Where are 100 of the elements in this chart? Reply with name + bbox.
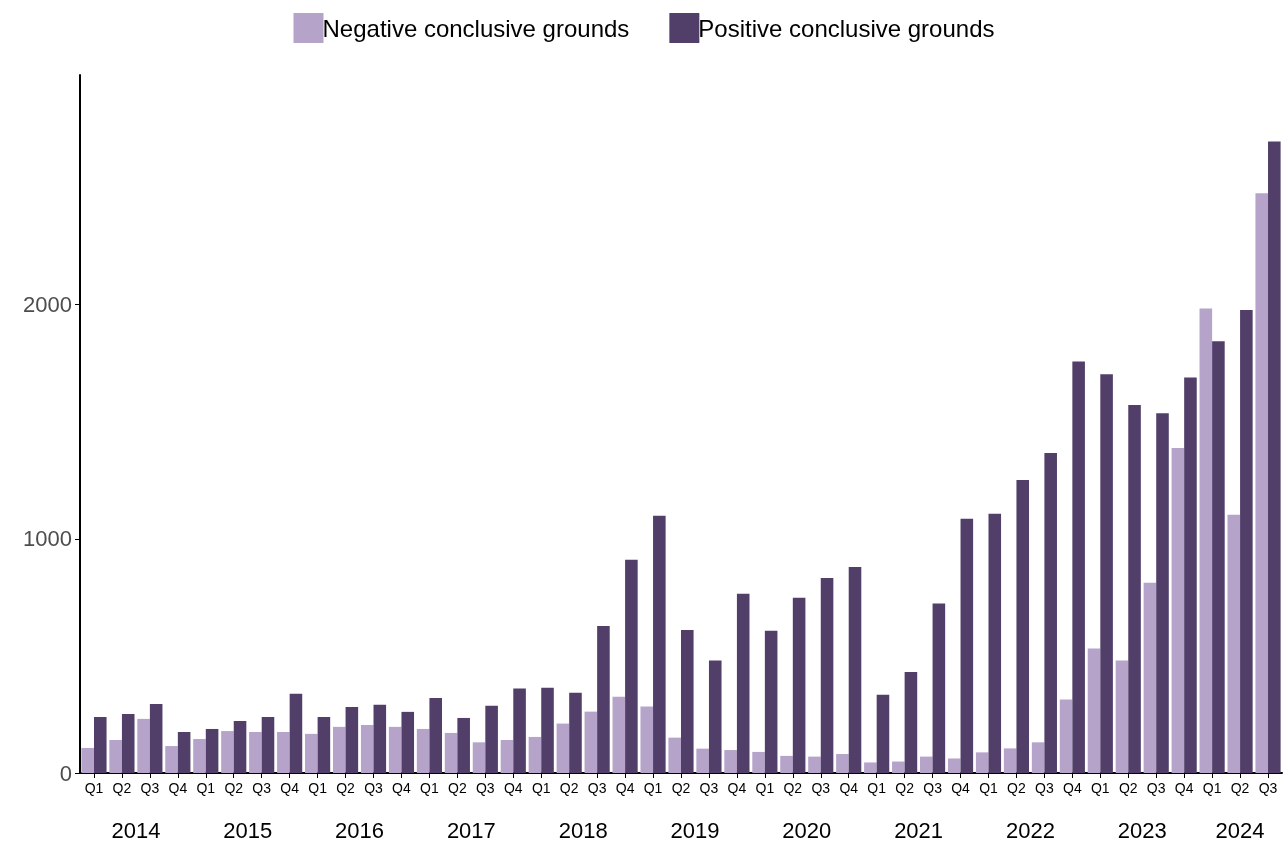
bar (808, 756, 821, 773)
x-tick-label: Q3 (699, 780, 719, 796)
x-tick-label: Q2 (112, 780, 132, 796)
x-tick-label: Q1 (1202, 780, 1222, 796)
x-tick-label: Q2 (448, 780, 467, 796)
x-tick-label: Q1 (308, 780, 328, 796)
bar (836, 754, 849, 773)
x-tick-label: Q4 (1174, 780, 1194, 796)
bar (289, 693, 303, 773)
bar (780, 755, 793, 773)
x-tick-label: Q4 (839, 780, 859, 796)
x-tick-label: Q3 (587, 780, 607, 796)
bar (1255, 193, 1269, 773)
bar (736, 593, 750, 773)
x-tick-label: Q1 (84, 780, 104, 796)
y-tick-label: 2000 (23, 292, 72, 318)
bar (165, 746, 178, 773)
bar (1003, 748, 1017, 773)
bar (93, 717, 107, 773)
bar (177, 732, 191, 773)
x-tick-label: Q3 (811, 780, 831, 796)
bar (653, 515, 666, 773)
x-tick-label: Q3 (364, 780, 384, 796)
bar (332, 726, 346, 773)
x-tick-label: Q4 (1063, 780, 1082, 796)
bar (205, 728, 219, 773)
legend-label: Negative conclusive grounds (322, 14, 630, 42)
bar (388, 726, 402, 773)
bar (988, 513, 1002, 773)
bar (193, 739, 206, 773)
bar (1128, 405, 1141, 773)
x-tick-label: Q1 (979, 780, 999, 796)
x-tick-label: Q1 (420, 780, 439, 796)
bar (792, 597, 806, 773)
x-tick-label: Q1 (1090, 780, 1110, 796)
bar (1171, 447, 1185, 773)
bar (696, 748, 709, 773)
bar (528, 736, 542, 773)
bar (681, 629, 694, 773)
bar (764, 630, 778, 773)
bar (947, 758, 961, 773)
legend-label: Positive conclusive grounds (698, 14, 995, 42)
x-tick-label: Q2 (224, 780, 244, 796)
bar (960, 518, 974, 773)
x-tick-label: Q3 (1258, 780, 1278, 796)
x-tick-label: Q1 (643, 780, 663, 796)
x-tick-label: Q1 (196, 780, 216, 796)
bar (1184, 377, 1197, 773)
bar (401, 711, 415, 773)
bar (457, 717, 470, 773)
x-tick-label: Q3 (140, 780, 160, 796)
x-tick-label: Q2 (559, 780, 579, 796)
x-tick-label: Q4 (727, 780, 747, 796)
bar (612, 696, 626, 773)
bar (708, 660, 722, 773)
x-tick-label: Q3 (1035, 780, 1054, 796)
x-tick-label: Q2 (336, 780, 356, 796)
x-tick-label: Q2 (671, 780, 691, 796)
bar (848, 566, 862, 773)
bar (1072, 361, 1085, 773)
bar (597, 625, 610, 773)
bar (149, 703, 163, 773)
x-tick-label: Q1 (755, 780, 775, 796)
bar (500, 739, 514, 773)
bar (137, 718, 150, 773)
bar (876, 694, 890, 773)
bar (1268, 141, 1281, 773)
bar (820, 577, 834, 773)
bar (277, 732, 290, 773)
bar (1100, 374, 1113, 773)
text: 2019 (670, 817, 720, 843)
bar (932, 603, 946, 773)
x-tick-label: Q3 (1146, 780, 1166, 796)
bar (640, 706, 654, 773)
x-tick-label: Q4 (280, 780, 300, 796)
y-tick-label: 0 (59, 760, 72, 786)
text: 2016 (335, 817, 385, 843)
bar (724, 750, 737, 773)
bar (668, 737, 681, 773)
bar (864, 762, 877, 773)
bar (1059, 699, 1073, 773)
x-tick-label: Q3 (923, 780, 943, 796)
bar (317, 717, 331, 773)
bar (1212, 341, 1225, 773)
bar (1156, 413, 1169, 773)
x-tick-label: Q2 (1007, 780, 1026, 796)
bar (345, 706, 359, 773)
y-tick-label: 1000 (23, 526, 72, 552)
x-tick-label: Q4 (951, 780, 971, 796)
text: 2018 (558, 817, 608, 843)
bar (513, 688, 526, 773)
bar (584, 711, 598, 773)
bar (1227, 514, 1241, 773)
bar (121, 713, 135, 773)
bar (444, 732, 458, 773)
bar (1199, 308, 1213, 773)
text: 2024 (1215, 817, 1265, 843)
bar (429, 698, 442, 773)
bar (485, 705, 498, 773)
bar (1016, 479, 1030, 773)
